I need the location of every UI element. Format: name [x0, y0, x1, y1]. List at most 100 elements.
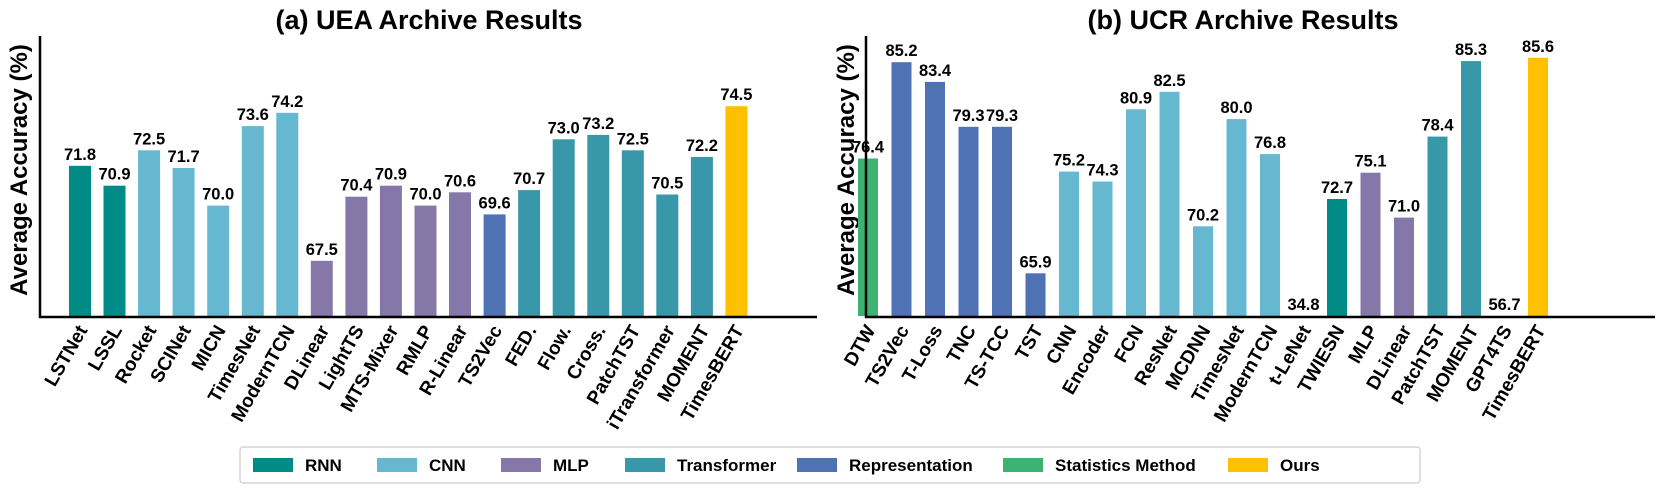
data-label-fed: 70.7 — [513, 170, 545, 188]
bars-group — [858, 57, 1548, 317]
bar-patchtst — [1427, 136, 1448, 316]
legend-swatch-mlp — [501, 458, 541, 472]
data-label-resnet: 82.5 — [1153, 72, 1185, 90]
chart-title: (a) UEA Archive Results — [275, 5, 582, 35]
legend-label-representation: Representation — [849, 456, 973, 475]
x-tick-labels-group: LSTNetLSSLRocketSCINetMICNTimesNetModern… — [41, 321, 749, 433]
bar-dlinear — [310, 260, 333, 316]
data-label-cnn: 75.2 — [1053, 152, 1085, 170]
legend-swatch-cnn — [377, 458, 417, 472]
bar-timesnet — [1226, 119, 1247, 316]
bar-timesbert — [725, 106, 748, 316]
legend-swatch-statistics-method — [1003, 458, 1043, 472]
bars-group — [69, 106, 748, 316]
data-label-ts2vec: 85.2 — [885, 42, 917, 60]
legend-label-mlp: MLP — [553, 456, 589, 475]
legend-swatch-transformer — [625, 458, 665, 472]
legend-label-transformer: Transformer — [677, 456, 777, 475]
bar-rmlp — [414, 205, 437, 316]
bar-ts-tcc — [992, 126, 1012, 316]
x-tick-labels-group: DTWTS2VecT-LossTNCTS-TCCTSTCNNEncoderFCN… — [841, 321, 1551, 425]
data-label-timesnet: 73.6 — [237, 106, 269, 124]
bar-scinet — [172, 168, 195, 316]
bar-encoder — [1092, 181, 1113, 316]
bar-lightts — [345, 196, 368, 316]
y-axis-label: Average Accuracy (%) — [6, 44, 33, 296]
data-label-tst: 65.9 — [1019, 253, 1051, 271]
bar-moderntcn — [276, 112, 299, 316]
data-label-gpt4ts: 56.7 — [1488, 296, 1520, 314]
data-label-ts-tcc: 79.3 — [986, 107, 1018, 125]
data-label-dtw: 76.4 — [852, 139, 885, 157]
legend-swatch-rnn — [253, 458, 293, 472]
bar-mts-mixer — [379, 185, 402, 316]
bar-lssl — [103, 185, 126, 316]
bar-resnet — [1159, 91, 1180, 316]
bar-mcdnn — [1193, 226, 1213, 316]
data-label-timesbert: 85.6 — [1522, 38, 1554, 56]
chart-title: (b) UCR Archive Results — [1087, 5, 1398, 35]
data-label-timesnet: 80.0 — [1220, 99, 1252, 117]
data-label-moment: 72.2 — [686, 137, 718, 155]
y-axis-label: Average Accuracy (%) — [833, 44, 860, 296]
data-label-rmlp: 70.0 — [409, 186, 441, 204]
bar-mlp — [1360, 172, 1381, 316]
data-label-dlinear: 71.0 — [1388, 198, 1420, 216]
legend-label-cnn: CNN — [429, 456, 466, 475]
bar-tnc — [958, 126, 979, 316]
data-label-encoder: 74.3 — [1086, 162, 1118, 180]
bar-fcn — [1126, 109, 1146, 316]
data-labels-group: 76.4 85.283.4 79.3 79.3 65.9 75.274.3 80.982.5… — [852, 38, 1554, 314]
data-label-rocket: 72.5 — [133, 130, 165, 148]
data-label-t-loss: 83.4 — [919, 62, 952, 80]
data-label-lightts: 70.4 — [340, 177, 373, 195]
data-label-scinet: 71.7 — [168, 148, 200, 166]
data-label-twiesn: 72.7 — [1321, 179, 1353, 197]
bar-moment — [1461, 61, 1481, 316]
bar-cross — [587, 134, 610, 316]
bar-moment — [690, 157, 713, 316]
legend-label-statistics-method: Statistics Method — [1055, 456, 1196, 475]
legend-swatch-representation — [797, 458, 837, 472]
bar-ts2vec — [891, 62, 912, 317]
data-label-moderntcn: 74.2 — [271, 93, 303, 111]
data-labels-group: 71.870.972.571.770.073.674.267.570.470.9… — [64, 86, 753, 259]
data-label-ts2vec: 69.6 — [479, 194, 511, 212]
data-label-lssl: 70.9 — [98, 166, 130, 184]
bar-lstnet — [69, 165, 91, 316]
bar-itransformer — [656, 194, 679, 316]
chart-uea: (a) UEA Archive Results Average Accuracy… — [6, 5, 817, 433]
bar-dtw — [858, 158, 878, 316]
data-label-moment: 85.3 — [1455, 41, 1487, 59]
data-label-patchtst: 78.4 — [1421, 117, 1454, 135]
bar-dlinear — [1394, 217, 1414, 316]
data-label-mts-mixer: 70.9 — [375, 166, 407, 184]
bar-twiesn — [1327, 199, 1347, 316]
data-label-tnc: 79.3 — [952, 107, 984, 125]
data-label-moderntcn: 76.8 — [1254, 134, 1286, 152]
data-label-itransformer: 70.5 — [651, 175, 683, 193]
bar-r-linear — [449, 192, 471, 316]
bar-t-loss — [925, 81, 945, 317]
data-label-timesbert: 74.5 — [720, 86, 752, 104]
legend-label-rnn: RNN — [305, 456, 342, 475]
data-label-flow: 73.0 — [548, 119, 580, 137]
bar-patchtst — [621, 150, 644, 316]
bar-timesbert — [1528, 57, 1548, 317]
bar-timesnet — [241, 126, 264, 316]
bar-ts2vec — [483, 214, 506, 316]
x-tick-label-lstnet: LSTNet — [41, 321, 93, 390]
data-label-micn: 70.0 — [202, 186, 234, 204]
data-label-mlp: 75.1 — [1354, 153, 1386, 171]
data-label-r-linear: 70.6 — [444, 172, 476, 190]
data-label-cross: 73.2 — [582, 115, 614, 133]
legend: RNN CNN MLP Transformer Representation Statis… — [239, 446, 1421, 484]
data-label-patchtst: 72.5 — [617, 130, 649, 148]
bar-rocket — [138, 150, 161, 316]
bar-moderntcn — [1260, 154, 1280, 316]
data-label-mcdnn: 70.2 — [1187, 206, 1219, 224]
bar-tst — [1025, 273, 1046, 316]
bar-fed — [518, 190, 541, 316]
bar-flow — [552, 139, 575, 316]
